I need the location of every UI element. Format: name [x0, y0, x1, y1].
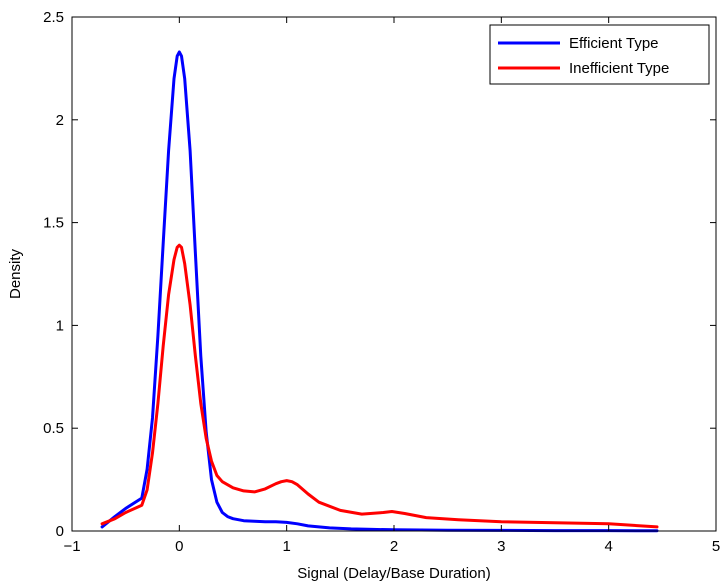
x-tick-label: 4: [604, 538, 612, 555]
y-axis-title: Density: [7, 248, 24, 299]
series-layer: [100, 50, 659, 533]
efficient-type-line: [100, 50, 659, 533]
y-tick-label: 1: [56, 317, 64, 334]
y-tick-label: 0.5: [43, 420, 64, 437]
x-tick-label: 5: [712, 538, 720, 555]
legend: Efficient Type Inefficient Type: [489, 24, 710, 85]
x-axis-title: Signal (Delay/Base Duration): [297, 565, 490, 582]
x-tick-label: 0: [175, 538, 183, 555]
y-tick-label: 2: [56, 112, 64, 129]
x-tick-label: −1: [63, 538, 80, 555]
legend-label-inefficient: Inefficient Type: [569, 60, 669, 77]
x-tick-label: 1: [282, 538, 290, 555]
legend-box: [489, 24, 710, 85]
inefficient-type-line: [100, 243, 659, 529]
x-tick-label: 2: [390, 538, 398, 555]
y-tick-label: 2.5: [43, 9, 64, 26]
plot-area: [72, 17, 716, 531]
y-tick-label: 0: [56, 523, 64, 540]
tick-layer: −1 0 1 2 3 4 500.511.522.5: [43, 9, 720, 555]
y-tick-label: 1.5: [43, 215, 64, 232]
legend-label-efficient: Efficient Type: [569, 35, 659, 52]
x-tick-label: 3: [497, 538, 505, 555]
